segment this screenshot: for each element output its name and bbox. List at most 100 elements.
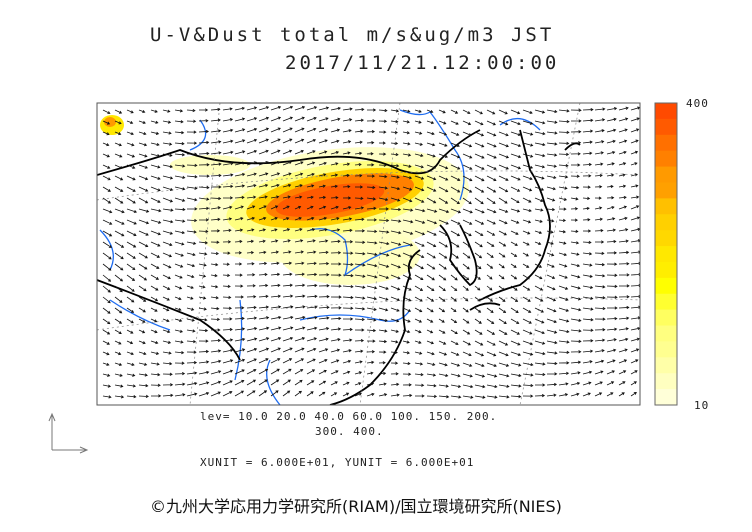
- colorbar-band: [655, 357, 677, 374]
- wind-arrow: [282, 368, 292, 375]
- wind-arrow: [234, 184, 246, 188]
- wind-arrow: [450, 175, 461, 181]
- wind-arrow: [222, 327, 233, 332]
- wind-arrow: [390, 361, 399, 365]
- wind-arrow: [606, 381, 615, 386]
- colorbar-band: [655, 389, 677, 406]
- wind-arrow: [114, 241, 125, 248]
- wind-arrow: [342, 338, 353, 342]
- wind-arrow: [606, 273, 618, 277]
- wind-arrow: [582, 108, 594, 112]
- wind-arrow: [342, 274, 354, 278]
- wind-arrow: [474, 318, 482, 324]
- dust-concentration-field: [100, 115, 469, 285]
- wind-arrow: [306, 239, 316, 243]
- wind-arrow: [570, 371, 581, 375]
- wind-arrow: [402, 153, 412, 157]
- wind-arrow: [210, 185, 222, 189]
- colorbar-band: [655, 166, 677, 183]
- wind-arrow: [390, 109, 400, 113]
- wind-arrow: [510, 307, 519, 313]
- wind-arrow: [618, 359, 628, 364]
- wind-arrow: [162, 109, 171, 113]
- wind-arrow: [498, 252, 506, 258]
- wind-arrow: [366, 141, 375, 145]
- colorbar-band: [655, 214, 677, 231]
- wind-arrow: [222, 217, 233, 221]
- wind-arrow: [510, 252, 518, 257]
- colorbar-band: [655, 261, 677, 279]
- wind-arrow: [390, 230, 402, 235]
- wind-arrow: [594, 173, 603, 178]
- wind-arrow: [330, 381, 338, 386]
- wind-arrow: [150, 175, 161, 180]
- wind-arrow: [342, 285, 354, 289]
- wind-arrow: [534, 362, 546, 366]
- wind-arrow: [246, 284, 256, 288]
- wind-arrow: [486, 186, 497, 193]
- wind-arrow: [594, 162, 604, 166]
- wind-arrow: [414, 197, 425, 203]
- wind-arrow: [582, 229, 592, 233]
- wind-arrow: [378, 186, 388, 190]
- wind-arrow: [342, 317, 354, 321]
- wind-arrow: [570, 360, 582, 364]
- wind-arrow: [558, 361, 570, 365]
- wind-arrow: [102, 274, 112, 282]
- colorbar: [654, 102, 678, 406]
- wind-arrow: [138, 340, 146, 345]
- wind-arrow: [234, 161, 246, 166]
- wind-arrow: [474, 340, 484, 346]
- wind-arrow: [162, 208, 174, 212]
- wind-arrow: [138, 142, 148, 147]
- wind-arrow: [438, 241, 448, 248]
- wind-arrow: [318, 250, 329, 254]
- wind-arrow: [126, 153, 136, 158]
- wind-arrow: [150, 219, 162, 224]
- wind-arrow: [438, 362, 448, 367]
- wind-arrow: [174, 120, 184, 124]
- wind-arrow: [342, 151, 351, 155]
- wind-arrow: [402, 372, 412, 376]
- wind-arrow: [342, 251, 354, 255]
- wind-arrow: [438, 318, 445, 323]
- wind-arrow: [570, 218, 579, 222]
- wind-arrow: [270, 261, 280, 265]
- wind-arrow: [378, 285, 389, 290]
- wind-arrow: [246, 216, 255, 221]
- wind-arrow: [150, 142, 160, 147]
- wind-arrow: [510, 142, 522, 148]
- coastlines: [97, 129, 581, 405]
- wind-arrow: [426, 197, 437, 204]
- wind-arrow: [306, 380, 315, 386]
- wind-arrow: [318, 239, 329, 243]
- wind-arrow: [582, 196, 591, 201]
- wind-arrow: [318, 273, 330, 277]
- wind-arrow: [486, 241, 495, 247]
- wind-arrow: [282, 138, 293, 144]
- wind-arrow: [342, 370, 351, 375]
- wind-arrow: [138, 263, 148, 270]
- wind-arrow: [630, 128, 640, 133]
- wind-arrow: [294, 347, 305, 353]
- wind-arrow: [630, 348, 640, 353]
- wind-arrow: [378, 350, 387, 354]
- wind-arrow: [234, 295, 244, 299]
- wind-arrow: [294, 337, 306, 342]
- wind-arrow: [366, 339, 376, 343]
- wind-arrow: [222, 150, 234, 155]
- wind-arrow: [390, 119, 399, 124]
- wind-arrow: [510, 197, 520, 204]
- wind-arrow: [438, 219, 449, 225]
- wind-arrow: [630, 261, 640, 265]
- wind-arrow: [210, 162, 222, 166]
- wind-arrow: [330, 316, 342, 321]
- wind-arrow: [582, 296, 594, 300]
- wind-arrow: [438, 274, 447, 281]
- wind-arrow: [618, 305, 630, 310]
- wind-arrow: [438, 120, 447, 125]
- wind-arrow: [522, 263, 530, 268]
- wind-arrow: [210, 370, 222, 375]
- wind-arrow: [186, 307, 195, 311]
- wind-arrow: [342, 295, 354, 300]
